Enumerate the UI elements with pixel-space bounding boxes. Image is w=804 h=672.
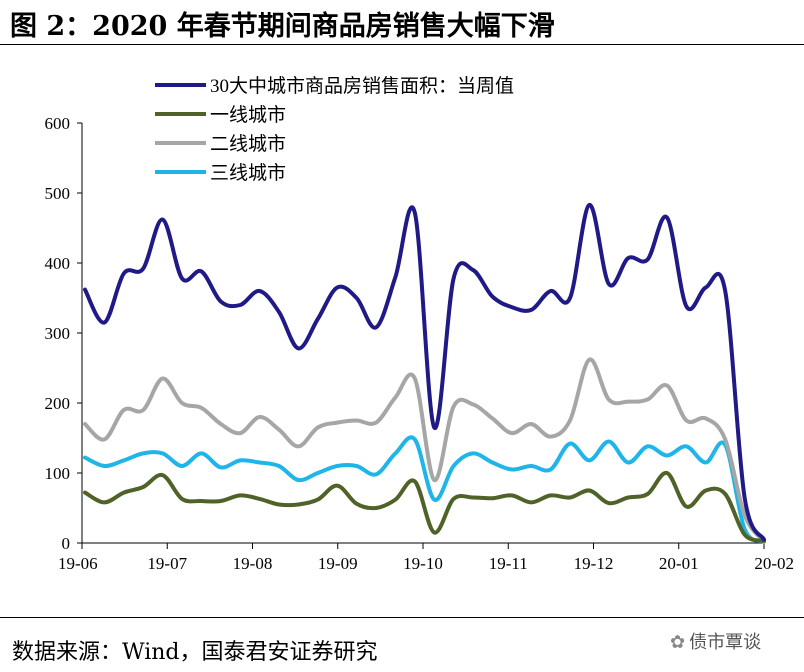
x-tick-label: 19-11 (489, 554, 528, 573)
x-tick-label: 20-02 (754, 554, 794, 573)
legend-label: 三线城市 (210, 162, 286, 184)
legend-label: 30大中城市商品房销售面积：当周值 (210, 75, 514, 97)
y-tick-label: 500 (45, 184, 71, 203)
axes: 0 100 200 300 400 500 600 19-06 19-07 19-08 19-09 1… (45, 114, 795, 573)
x-tick-label: 19-08 (233, 554, 273, 573)
x-tick-label: 19-12 (574, 554, 614, 573)
x-tick-label: 20-01 (659, 554, 699, 573)
y-tick-label: 200 (45, 394, 71, 413)
series-lines (83, 202, 766, 544)
top-rule (0, 44, 804, 45)
wechat-icon: ✿ (670, 632, 686, 653)
x-tick-label: 19-07 (147, 554, 187, 573)
y-tick-label: 600 (45, 114, 71, 133)
series-line-total (83, 202, 766, 542)
x-tick-label: 19-06 (58, 554, 98, 573)
series-line-tier2 (83, 357, 766, 544)
y-tick-label: 0 (62, 534, 71, 553)
data-source: 数据来源：Wind，国泰君安证券研究 (12, 640, 378, 665)
legend-label: 一线城市 (210, 104, 286, 126)
x-tick-label: 19-10 (403, 554, 443, 573)
y-tick-label: 400 (45, 254, 71, 273)
chart-title: 图 2：2020 年春节期间商品房销售大幅下滑 (10, 11, 555, 42)
y-tick-label: 300 (45, 324, 71, 343)
series-line-tier3 (83, 435, 766, 544)
y-tick-label: 100 (45, 464, 71, 483)
watermark: ✿ 债市覃谈 (670, 628, 761, 654)
legend-label: 二线城市 (210, 133, 286, 155)
sales-line-chart: 0 100 200 300 400 500 600 19-06 19-07 19-08 19-09 1… (45, 75, 795, 573)
watermark-text: 债市覃谈 (689, 632, 762, 653)
x-tick-label: 19-09 (318, 554, 358, 573)
bottom-rule (0, 617, 804, 618)
series-line-tier1 (83, 470, 766, 543)
